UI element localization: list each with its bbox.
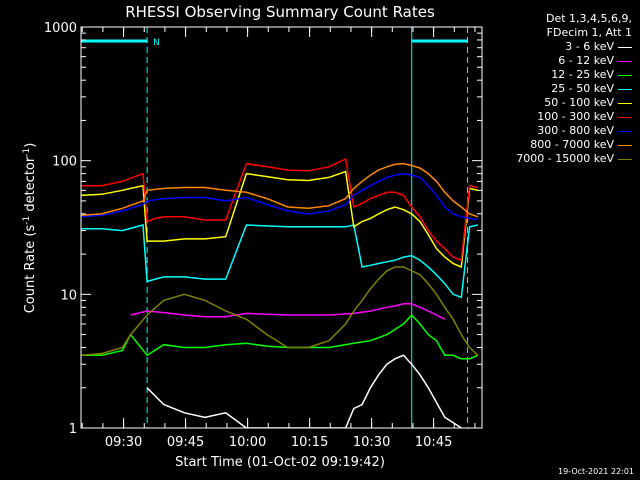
y-tick-label-2: 100 <box>52 155 77 170</box>
y-tick-label-3: 1000 <box>44 21 77 36</box>
legend-label: 50 - 100 keV <box>544 96 614 109</box>
legend-swatch <box>618 130 632 132</box>
timestamp: 19-Oct-2021 22:01 <box>558 467 634 476</box>
legend-item-0: 3 - 6 keV <box>486 40 632 54</box>
legend: Det 1,3,4,5,6,9, FDecim 1, Att 1 3 - 6 k… <box>486 12 632 166</box>
legend-item-7: 800 - 7000 keV <box>486 138 632 152</box>
series-line-7 <box>81 162 479 218</box>
series-line-8 <box>81 266 479 357</box>
legend-item-5: 100 - 300 keV <box>486 110 632 124</box>
legend-item-4: 50 - 100 keV <box>486 96 632 110</box>
legend-header-line1: Det 1,3,4,5,6,9, <box>545 12 632 25</box>
legend-swatch <box>618 88 632 90</box>
legend-label: 3 - 6 keV <box>565 40 614 53</box>
legend-label: 25 - 50 keV <box>551 82 614 95</box>
x-tick-label-2: 10:00 <box>229 435 266 450</box>
y-axis-label: Count Rate (s-1 detector-1) <box>22 143 38 314</box>
legend-label: 12 - 25 keV <box>551 68 614 81</box>
legend-label: 7000 - 15000 keV <box>516 152 614 165</box>
series-line-4 <box>81 170 479 269</box>
chart-title: RHESSI Observing Summary Count Rates <box>125 3 435 21</box>
legend-item-8: 7000 - 15000 keV <box>486 152 632 166</box>
x-tick-label-3: 10:15 <box>291 435 328 450</box>
legend-swatch <box>618 116 632 118</box>
legend-label: 100 - 300 keV <box>537 110 614 123</box>
x-tick-label-4: 10:30 <box>353 435 390 450</box>
x-tick-label-5: 10:45 <box>415 435 452 450</box>
series-line-0 <box>146 354 462 428</box>
series-line-1 <box>130 303 446 320</box>
legend-item-6: 300 - 800 keV <box>486 124 632 138</box>
legend-swatch <box>618 74 632 76</box>
series-line-6 <box>81 172 479 221</box>
y-axis: 1 10 100 1000 <box>44 21 482 437</box>
series-line-5 <box>81 157 479 262</box>
legend-header-line2: FDecim 1, Att 1 <box>546 26 632 39</box>
legend-swatch <box>618 60 632 62</box>
night-flag-label: N <box>153 38 160 48</box>
legend-label: 6 - 12 keV <box>558 54 614 67</box>
legend-item-2: 12 - 25 keV <box>486 68 632 82</box>
x-axis: 09:30 09:45 10:00 10:15 10:30 10:45 <box>81 27 476 450</box>
x-tick-label-0: 09:30 <box>105 435 142 450</box>
legend-swatch <box>618 102 632 104</box>
plot-frame <box>80 26 483 429</box>
x-axis-label: Start Time (01-Oct-02 09:19:42) <box>175 455 385 470</box>
legend-label: 300 - 800 keV <box>537 124 614 137</box>
legend-item-3: 25 - 50 keV <box>486 82 632 96</box>
x-tick-label-1: 09:45 <box>167 435 204 450</box>
y-tick-label-1: 10 <box>60 288 77 303</box>
legend-label: 800 - 7000 keV <box>530 138 614 151</box>
legend-item-1: 6 - 12 keV <box>486 54 632 68</box>
legend-swatch <box>618 144 632 146</box>
series-line-2 <box>81 313 479 360</box>
series-line-3 <box>81 224 479 299</box>
legend-swatch <box>618 158 632 160</box>
legend-swatch <box>618 46 632 48</box>
y-tick-label-0: 1 <box>69 422 77 437</box>
